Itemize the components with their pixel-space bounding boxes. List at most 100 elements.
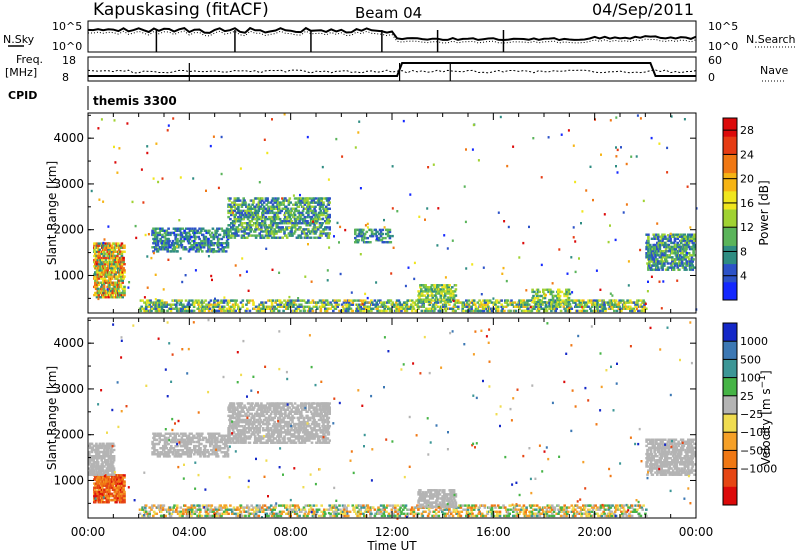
noise-cell xyxy=(424,218,426,221)
data-cell xyxy=(684,250,687,253)
data-cell xyxy=(151,451,154,454)
data-cell xyxy=(188,299,191,302)
noise-cell xyxy=(512,145,515,148)
noise-cell xyxy=(212,135,215,138)
data-cell xyxy=(383,241,386,244)
data-cell xyxy=(201,305,205,308)
data-cell xyxy=(110,267,114,270)
data-cell xyxy=(210,231,214,235)
data-cell xyxy=(517,301,520,304)
data-cell xyxy=(376,307,379,310)
colorbar-segment xyxy=(723,281,737,301)
data-cell xyxy=(319,305,323,308)
data-cell xyxy=(200,303,204,306)
data-cell xyxy=(96,287,100,291)
data-cell xyxy=(189,303,192,306)
data-cell xyxy=(94,242,97,245)
data-cell xyxy=(551,290,555,294)
data-cell xyxy=(269,230,272,233)
data-cell xyxy=(647,235,650,238)
data-cell xyxy=(110,244,114,247)
data-cell xyxy=(660,237,663,240)
data-cell xyxy=(493,301,496,304)
data-cell xyxy=(264,224,268,227)
data-cell xyxy=(112,283,116,286)
data-cell xyxy=(312,213,316,217)
noise-cell xyxy=(366,296,369,300)
data-cell xyxy=(407,307,410,310)
data-cell xyxy=(94,486,97,489)
noise-cell xyxy=(602,308,605,311)
data-cell xyxy=(160,229,163,232)
data-cell xyxy=(487,301,490,304)
data-cell xyxy=(443,286,447,289)
data-cell xyxy=(506,299,510,302)
data-cell xyxy=(439,294,443,297)
data-cell xyxy=(468,309,472,313)
data-cell xyxy=(276,203,279,206)
data-cell xyxy=(216,229,219,232)
data-cell xyxy=(94,271,97,274)
data-cell xyxy=(238,203,241,206)
data-cell xyxy=(451,286,454,289)
data-cell xyxy=(303,201,307,204)
data-cell xyxy=(669,239,672,243)
data-cell xyxy=(239,203,243,206)
data-cell xyxy=(679,250,682,253)
data-cell xyxy=(105,279,109,282)
data-cell xyxy=(208,307,212,310)
data-cell xyxy=(650,260,654,263)
data-cell xyxy=(100,484,103,487)
data-cell xyxy=(96,275,100,278)
noise-cell xyxy=(179,257,182,260)
data-cell xyxy=(94,482,98,485)
noise-cell xyxy=(90,189,93,193)
data-cell xyxy=(104,273,108,276)
data-cell xyxy=(378,228,382,232)
data-cell xyxy=(671,258,674,261)
freq-label: Freq. xyxy=(16,53,43,66)
data-cell xyxy=(197,307,200,310)
data-cell xyxy=(653,237,656,240)
data-cell xyxy=(690,256,694,259)
data-cell xyxy=(516,305,519,308)
data-cell xyxy=(422,286,426,289)
data-cell xyxy=(111,465,115,468)
data-cell xyxy=(555,303,558,306)
data-cell xyxy=(433,309,436,313)
data-cell xyxy=(676,241,679,245)
data-cell xyxy=(363,232,367,236)
data-cell xyxy=(270,303,274,306)
data-cell xyxy=(184,246,187,249)
data-cell xyxy=(295,203,299,206)
data-cell xyxy=(201,239,204,243)
data-cell xyxy=(297,199,300,202)
data-cell xyxy=(315,305,318,308)
data-cell xyxy=(296,236,300,239)
data-cell xyxy=(165,447,169,450)
data-cell xyxy=(225,235,229,239)
data-cell xyxy=(347,301,351,304)
data-cell xyxy=(101,263,104,266)
data-cell xyxy=(671,262,675,265)
data-cell xyxy=(97,283,101,286)
data-cell xyxy=(95,250,99,253)
data-cell xyxy=(306,222,309,225)
data-cell xyxy=(472,299,476,302)
data-cell xyxy=(575,299,579,302)
data-cell xyxy=(455,305,458,308)
data-cell xyxy=(271,197,275,200)
data-cell xyxy=(111,442,115,445)
noise-cell xyxy=(609,119,612,122)
data-cell xyxy=(262,224,266,227)
data-cell xyxy=(661,239,664,243)
noise-cell xyxy=(126,122,129,125)
data-cell xyxy=(191,301,195,304)
data-cell xyxy=(313,230,316,233)
data-cell xyxy=(247,301,251,304)
data-cell xyxy=(123,244,126,247)
data-cell xyxy=(233,205,237,208)
data-cell xyxy=(318,234,322,237)
data-cell xyxy=(149,299,152,302)
data-cell xyxy=(566,301,569,304)
